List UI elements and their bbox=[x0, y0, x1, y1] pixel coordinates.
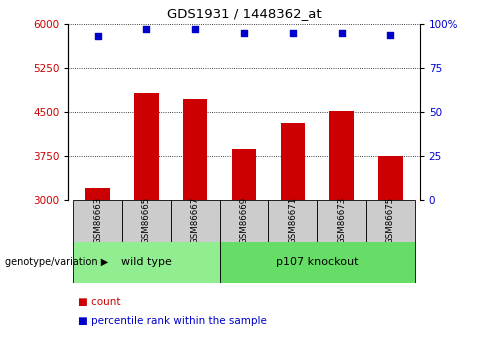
Point bbox=[240, 30, 248, 36]
Bar bbox=[366, 200, 415, 242]
Bar bbox=[220, 200, 268, 242]
Point bbox=[94, 34, 102, 39]
Point bbox=[191, 27, 199, 32]
Text: GSM86671: GSM86671 bbox=[288, 197, 297, 244]
Bar bbox=[268, 200, 317, 242]
Bar bbox=[73, 241, 220, 283]
Text: ■ count: ■ count bbox=[78, 297, 121, 307]
Bar bbox=[134, 93, 159, 200]
Bar bbox=[329, 111, 354, 200]
Point bbox=[289, 30, 297, 36]
Bar bbox=[171, 200, 220, 242]
Bar bbox=[183, 99, 207, 200]
Text: GSM86663: GSM86663 bbox=[93, 197, 102, 244]
Title: GDS1931 / 1448362_at: GDS1931 / 1448362_at bbox=[167, 7, 321, 20]
Text: wild type: wild type bbox=[121, 257, 172, 267]
Text: GSM86667: GSM86667 bbox=[191, 197, 200, 244]
Text: GSM86669: GSM86669 bbox=[240, 197, 248, 244]
Text: ■ percentile rank within the sample: ■ percentile rank within the sample bbox=[78, 316, 267, 326]
Point bbox=[338, 30, 346, 36]
Bar bbox=[232, 149, 256, 200]
Bar bbox=[220, 241, 415, 283]
Bar bbox=[317, 200, 366, 242]
Bar bbox=[85, 188, 110, 200]
Text: p107 knockout: p107 knockout bbox=[276, 257, 359, 267]
Point bbox=[386, 32, 394, 38]
Text: GSM86665: GSM86665 bbox=[142, 197, 151, 244]
Bar bbox=[122, 200, 171, 242]
Point bbox=[142, 27, 150, 32]
Text: GSM86675: GSM86675 bbox=[386, 197, 395, 244]
Bar bbox=[281, 123, 305, 200]
Bar bbox=[378, 156, 403, 200]
Text: GSM86673: GSM86673 bbox=[337, 197, 346, 244]
Bar bbox=[73, 200, 122, 242]
Text: genotype/variation ▶: genotype/variation ▶ bbox=[5, 257, 108, 267]
